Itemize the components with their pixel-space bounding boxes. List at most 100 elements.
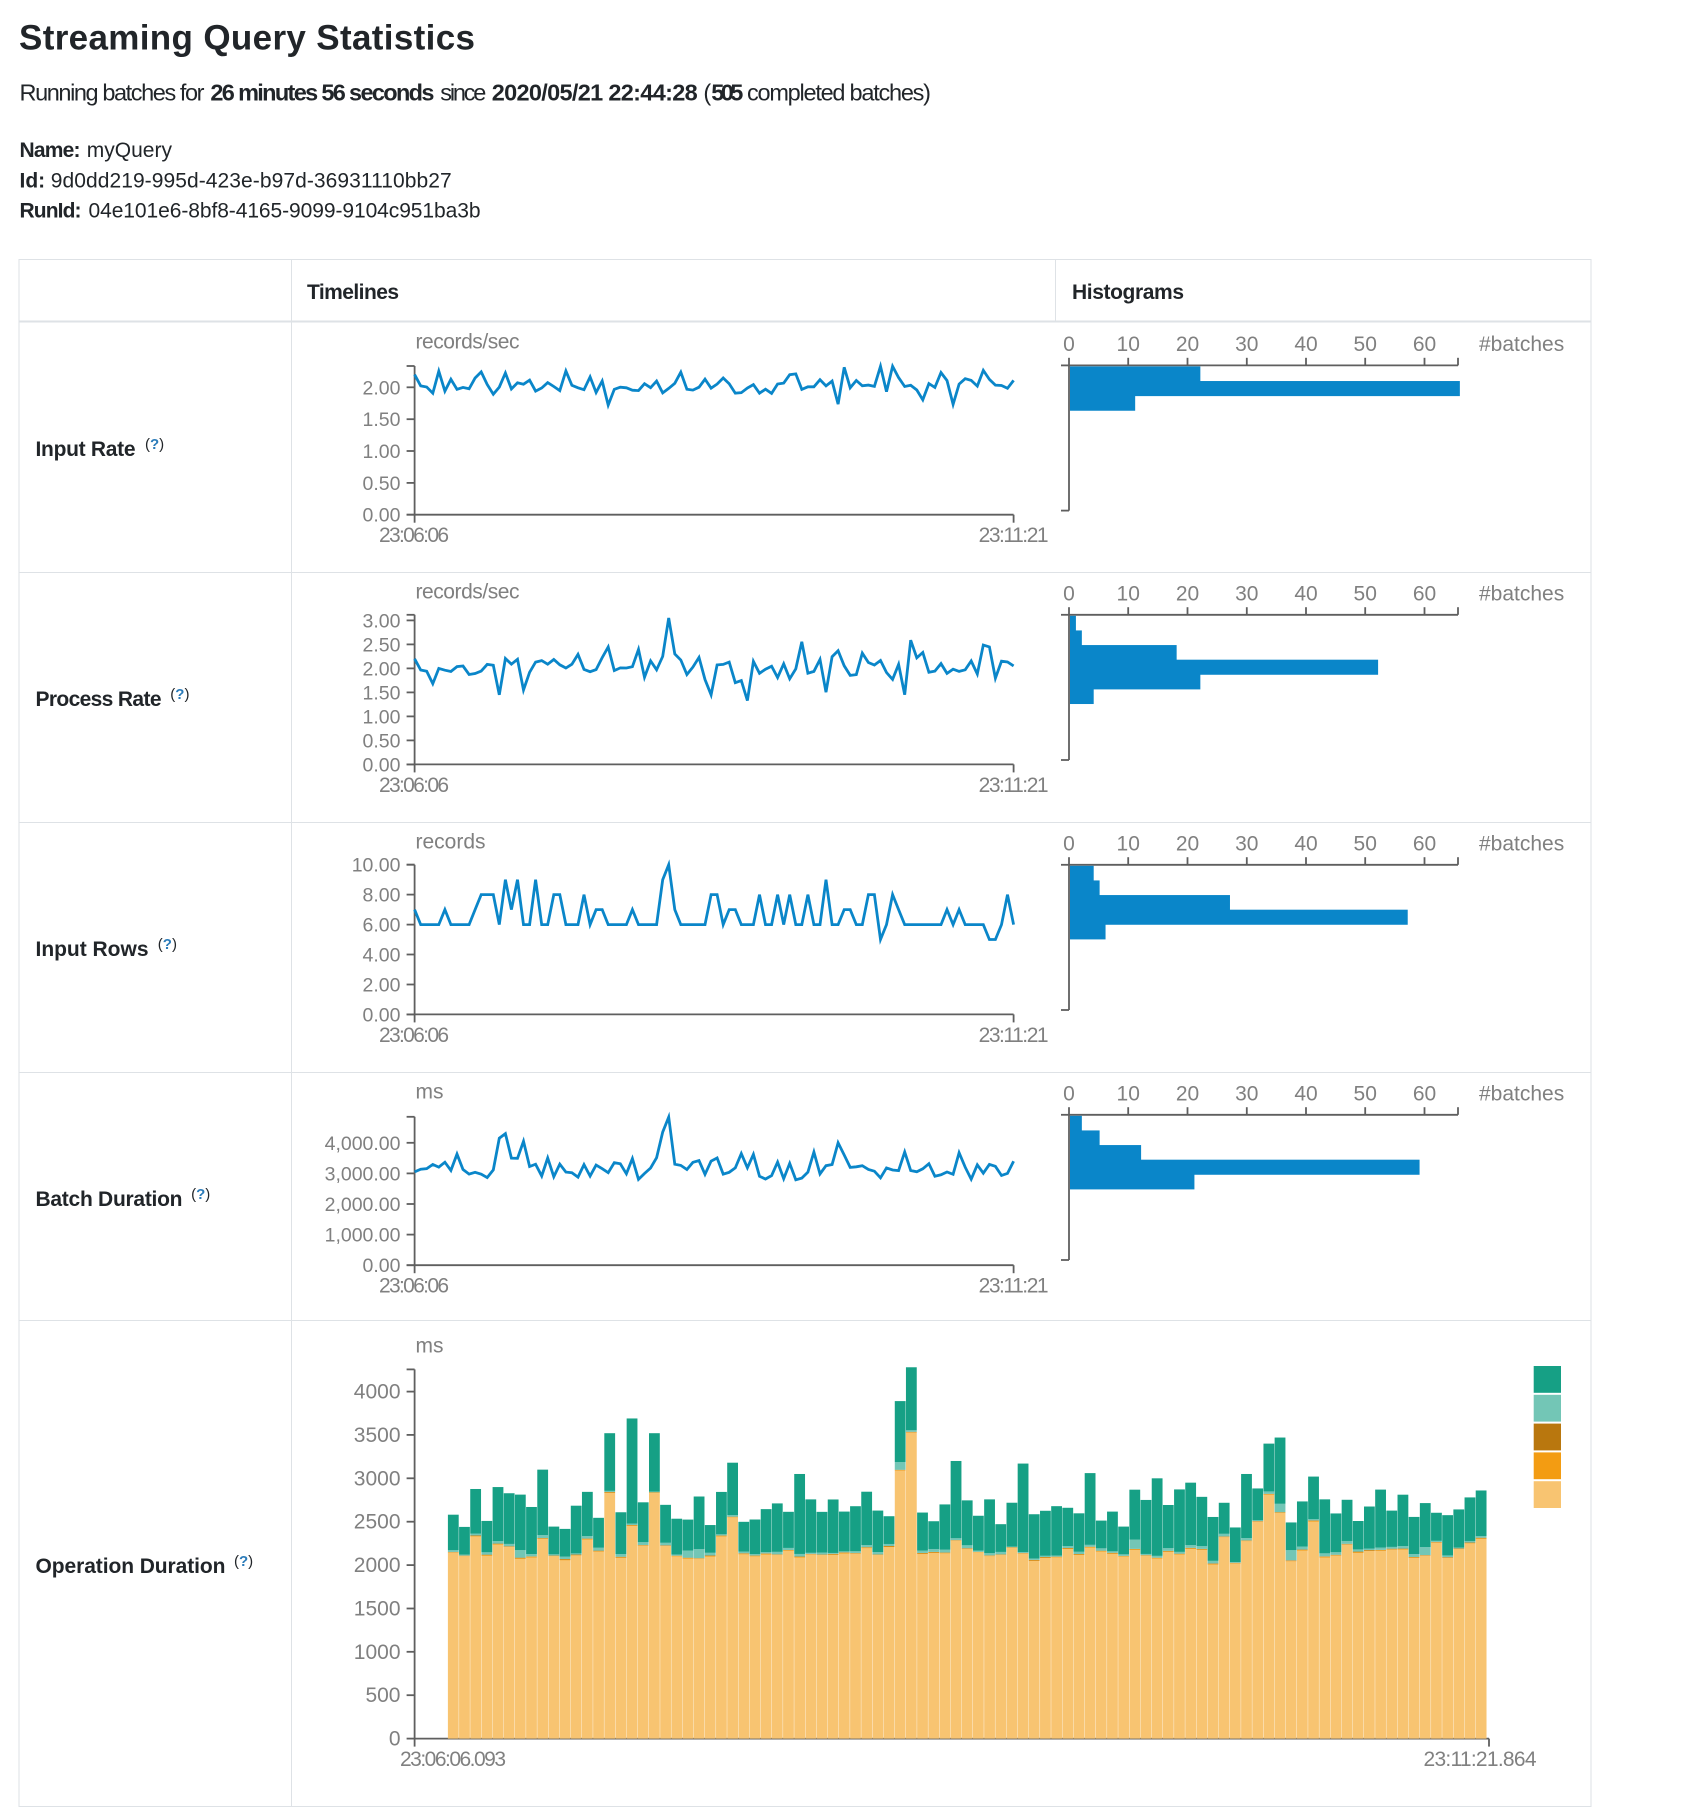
svg-text:23:06:06.093: 23:06:06.093 [400, 1748, 506, 1771]
svg-text:10.00: 10.00 [352, 855, 401, 877]
svg-text:1000: 1000 [354, 1641, 401, 1664]
svg-text:23:11:21: 23:11:21 [979, 1024, 1049, 1047]
svg-text:60: 60 [1413, 582, 1436, 605]
svg-text:10: 10 [1117, 1082, 1140, 1105]
svg-text:23:06:06: 23:06:06 [379, 774, 449, 797]
svg-text:0.00: 0.00 [363, 1255, 401, 1277]
svg-text:(?): (?) [234, 1553, 253, 1570]
svg-text:0: 0 [389, 1728, 401, 1751]
svg-text:1,000.00: 1,000.00 [325, 1225, 401, 1247]
svg-text:(: ( [703, 80, 711, 106]
svg-text:Input Rate: Input Rate [36, 438, 136, 461]
svg-text:records/sec: records/sec [416, 331, 520, 354]
svg-text:23:11:21.864: 23:11:21.864 [1424, 1748, 1537, 1771]
svg-text:4,000.00: 4,000.00 [325, 1133, 401, 1155]
svg-text:since: since [440, 80, 486, 106]
svg-text:Histograms: Histograms [1072, 281, 1184, 304]
svg-text:40: 40 [1294, 1082, 1317, 1105]
svg-text:23:06:06: 23:06:06 [379, 524, 449, 547]
svg-text:#batches: #batches [1479, 333, 1564, 356]
svg-text:Batch Duration: Batch Duration [36, 1188, 183, 1211]
svg-text:23:11:21: 23:11:21 [979, 1275, 1049, 1298]
svg-text:0: 0 [1063, 333, 1075, 356]
svg-text:#batches: #batches [1479, 582, 1564, 605]
svg-text:#batches: #batches [1479, 832, 1564, 855]
svg-text:3000: 3000 [354, 1467, 401, 1490]
svg-text:0.00: 0.00 [363, 1004, 401, 1026]
svg-text:(?): (?) [191, 1186, 210, 1203]
svg-text:30: 30 [1235, 582, 1258, 605]
svg-text:(?): (?) [145, 436, 164, 453]
svg-text:Process Rate: Process Rate [36, 688, 162, 711]
svg-text:4.00: 4.00 [363, 945, 401, 967]
svg-text:(?): (?) [158, 936, 177, 953]
svg-text:myQuery: myQuery [87, 139, 173, 162]
svg-text:50: 50 [1354, 1082, 1377, 1105]
svg-text:Input Rows: Input Rows [36, 938, 149, 961]
svg-text:1.50: 1.50 [363, 682, 401, 704]
svg-text:Timelines: Timelines [307, 281, 399, 304]
svg-text:2.00: 2.00 [363, 658, 401, 680]
svg-text:1.00: 1.00 [363, 706, 401, 728]
svg-text:23:06:06: 23:06:06 [379, 1024, 449, 1047]
svg-text:0.50: 0.50 [363, 473, 401, 495]
svg-text:60: 60 [1413, 333, 1436, 356]
svg-text:30: 30 [1235, 832, 1258, 855]
svg-text:500: 500 [365, 1684, 400, 1707]
svg-text:records: records [416, 831, 486, 854]
svg-text:20: 20 [1176, 832, 1199, 855]
svg-text:completed batches): completed batches) [747, 80, 931, 106]
svg-text:30: 30 [1235, 333, 1258, 356]
svg-text:50: 50 [1354, 832, 1377, 855]
svg-text:23:11:21: 23:11:21 [979, 774, 1049, 797]
svg-text:10: 10 [1117, 582, 1140, 605]
svg-text:Id:: Id: [20, 170, 46, 193]
svg-text:505: 505 [711, 80, 743, 106]
svg-text:3.00: 3.00 [363, 610, 401, 632]
svg-text:23:06:06: 23:06:06 [379, 1275, 449, 1298]
svg-text:2000: 2000 [354, 1554, 401, 1577]
svg-text:50: 50 [1354, 333, 1377, 356]
svg-text:3500: 3500 [354, 1424, 401, 1447]
svg-text:60: 60 [1413, 832, 1436, 855]
svg-text:0: 0 [1063, 1082, 1075, 1105]
svg-text:9d0dd219-995d-423e-b97d-369311: 9d0dd219-995d-423e-b97d-36931110bb27 [51, 170, 452, 193]
svg-text:50: 50 [1354, 582, 1377, 605]
svg-text:Running batches for: Running batches for [20, 80, 205, 106]
svg-text:0: 0 [1063, 582, 1075, 605]
svg-text:40: 40 [1294, 582, 1317, 605]
svg-text:60: 60 [1413, 1082, 1436, 1105]
svg-text:0: 0 [1063, 832, 1075, 855]
svg-text:40: 40 [1294, 832, 1317, 855]
svg-text:ms: ms [416, 1335, 444, 1358]
svg-text:0.50: 0.50 [363, 730, 401, 752]
svg-text:1.00: 1.00 [363, 441, 401, 463]
svg-text:6.00: 6.00 [363, 915, 401, 937]
svg-text:0.00: 0.00 [363, 505, 401, 527]
svg-text:2.50: 2.50 [363, 634, 401, 656]
svg-text:20: 20 [1176, 1082, 1199, 1105]
svg-text:4000: 4000 [354, 1381, 401, 1404]
svg-text:1.50: 1.50 [363, 409, 401, 431]
svg-text:2.00: 2.00 [363, 975, 401, 997]
svg-text:23:11:21: 23:11:21 [979, 524, 1049, 547]
svg-text:2.00: 2.00 [363, 377, 401, 399]
svg-text:3,000.00: 3,000.00 [325, 1163, 401, 1185]
svg-text:20: 20 [1176, 582, 1199, 605]
svg-text:Name:: Name: [20, 139, 81, 162]
svg-text:1500: 1500 [354, 1598, 401, 1621]
svg-text:#batches: #batches [1479, 1082, 1564, 1105]
svg-text:10: 10 [1117, 832, 1140, 855]
svg-text:40: 40 [1294, 333, 1317, 356]
svg-text:04e101e6-8bf8-4165-9099-9104c9: 04e101e6-8bf8-4165-9099-9104c951ba3b [89, 200, 481, 223]
svg-text:Operation Duration: Operation Duration [36, 1555, 226, 1578]
svg-text:30: 30 [1235, 1082, 1258, 1105]
svg-text:(?): (?) [170, 686, 189, 703]
svg-text:26 minutes 56 seconds: 26 minutes 56 seconds [210, 80, 434, 106]
svg-text:0.00: 0.00 [363, 754, 401, 776]
svg-text:10: 10 [1117, 333, 1140, 356]
svg-text:Streaming Query Statistics: Streaming Query Statistics [19, 19, 475, 58]
svg-text:2,000.00: 2,000.00 [325, 1194, 401, 1216]
svg-text:records/sec: records/sec [416, 581, 520, 604]
svg-text:ms: ms [416, 1081, 444, 1104]
